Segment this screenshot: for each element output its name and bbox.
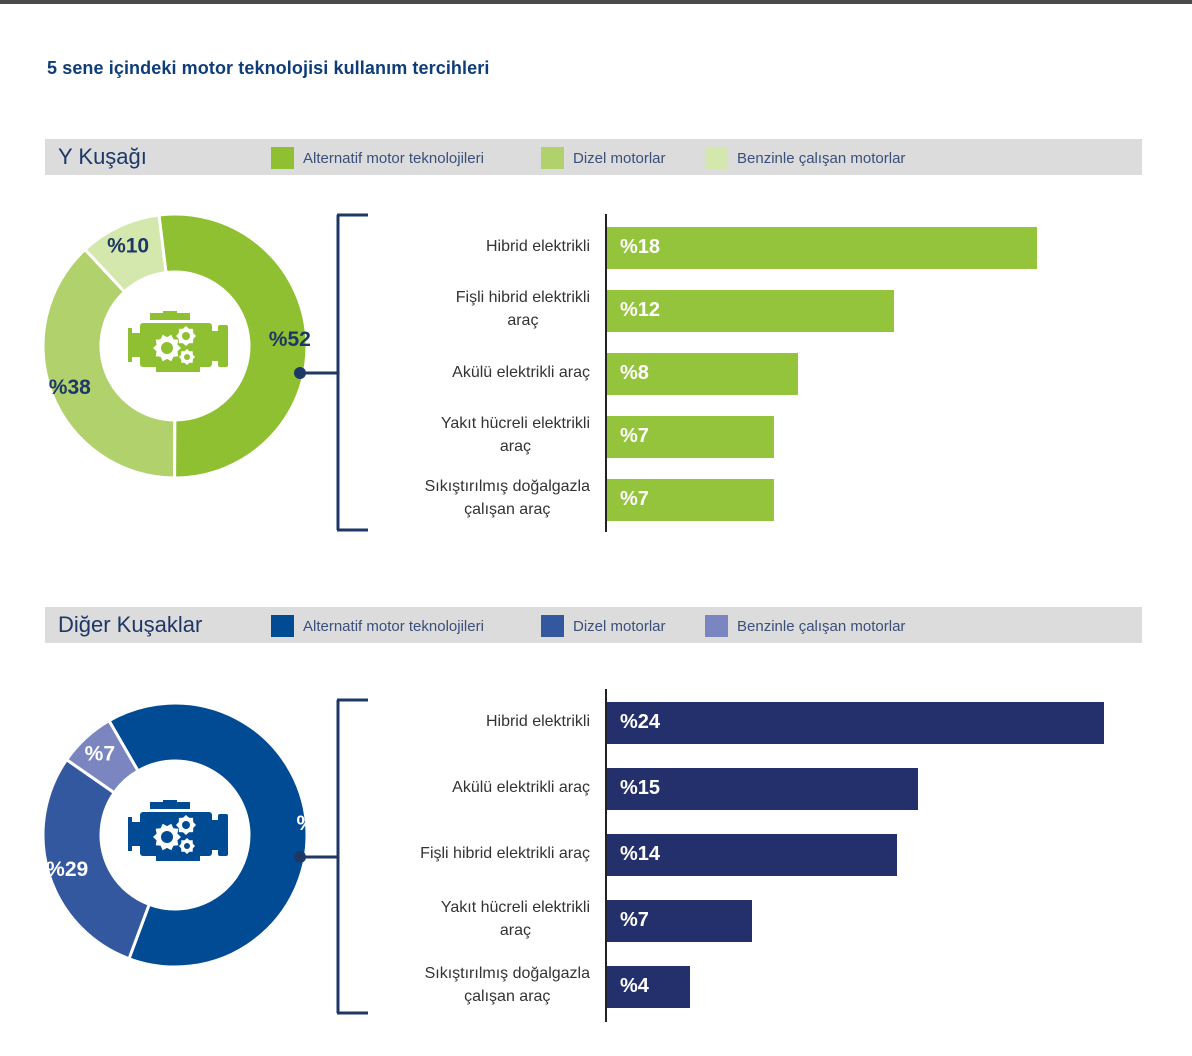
bar: %7 xyxy=(607,416,774,458)
bar-category-label: Fişli hibrid elektrikli araç xyxy=(456,286,590,332)
donut-slice-label: %64 xyxy=(296,812,338,835)
bar: %24 xyxy=(607,702,1104,744)
bar-value-label: %12 xyxy=(620,299,661,321)
legend-label: Alternatif motor teknolojileri xyxy=(303,149,484,167)
bar-category-label: Hibrid elektrikli xyxy=(486,235,590,258)
bar-category-label-line: Hibrid elektrikli xyxy=(485,712,590,730)
legend-item-benzinli: Benzinle çalışan motorlar xyxy=(705,147,905,169)
bar-category-label: Yakıt hücreli elektrikli araç xyxy=(441,412,590,458)
bracket-connector-2 xyxy=(294,698,368,1015)
bar-category-label: Yakıt hücreli elektrikli araç xyxy=(441,896,590,942)
page-title: 5 sene içindeki motor teknolojisi kullan… xyxy=(47,58,490,78)
bar-value-label: %7 xyxy=(620,425,649,447)
bar-value-label: %14 xyxy=(620,843,661,865)
legend-label: Benzinle çalışan motorlar xyxy=(737,149,906,167)
legend-label: Dizel motorlar xyxy=(573,617,666,635)
bar-axis-line xyxy=(605,689,607,1022)
donut-slice xyxy=(41,247,177,480)
bar-category-label: Sıkıştırılmış doğalgazla çalışan araç xyxy=(425,475,590,521)
bar-category-label: Akülü elektrikli araç xyxy=(452,776,590,799)
bar-category-label-line: çalışan araç xyxy=(464,988,551,1005)
donut-chart-diger-kusaklar: %64 %29 %7 xyxy=(41,701,339,969)
legend-swatch xyxy=(271,147,294,169)
bar-category-label-line: araç xyxy=(499,922,532,939)
bar-category-label-line: Fişli hibrid elektrikli xyxy=(455,289,590,306)
bar: %8 xyxy=(607,353,798,395)
bar-category-label: Hibrid elektrikli xyxy=(486,710,590,733)
donut-chart-y-kusagi: %52 %38 %10 xyxy=(41,212,311,480)
donut-slice xyxy=(41,757,152,961)
bar-category-label-line: Akülü elektrikli araç xyxy=(452,778,590,796)
legend-label: Dizel motorlar xyxy=(573,149,666,167)
legend-swatch xyxy=(271,615,294,637)
legend-label: Alternatif motor teknolojileri xyxy=(303,617,484,635)
bar-category-label-line: Akülü elektrikli araç xyxy=(452,363,590,381)
bar-value-label: %15 xyxy=(620,777,661,799)
legend-item-alternatif: Alternatif motor teknolojileri xyxy=(271,147,484,169)
bar: %4 xyxy=(607,966,690,1008)
legend-item-benzinli: Benzinle çalışan motorlar xyxy=(705,615,905,637)
top-border xyxy=(0,0,1192,4)
engine-gears-icon xyxy=(128,311,228,372)
bar-category-label: Fişli hibrid elektrikli araç xyxy=(420,842,590,865)
bar: %14 xyxy=(607,834,897,876)
bar: %7 xyxy=(607,479,774,521)
bracket-connector-1 xyxy=(294,213,368,532)
legend-swatch xyxy=(541,615,564,637)
donut-slice-label: %38 xyxy=(49,376,91,399)
donut-slice-label: %7 xyxy=(85,742,115,765)
section-title: Y Kuşağı xyxy=(58,144,147,169)
bar-value-label: %8 xyxy=(620,362,649,384)
bar-category-label-line: Sıkıştırılmış doğalgazla xyxy=(424,478,590,495)
engine-gears-icon xyxy=(128,800,228,861)
donut-slice xyxy=(82,213,168,294)
bar: %7 xyxy=(607,900,752,942)
donut-slice-label: %10 xyxy=(107,234,149,257)
bar: %12 xyxy=(607,290,894,332)
bar-category-label-line: Fişli hibrid elektrikli araç xyxy=(420,844,590,862)
bar-category-label-line: araç xyxy=(499,438,532,455)
bar-axis-line xyxy=(605,214,607,532)
bar-category-label: Akülü elektrikli araç xyxy=(452,361,590,384)
bar-category-label: Sıkıştırılmış doğalgazla çalışan araç xyxy=(425,962,590,1008)
section-title: Diğer Kuşaklar xyxy=(58,612,203,637)
bar: %18 xyxy=(607,227,1037,269)
bar-category-label-line: Hibrid elektrikli xyxy=(485,237,590,255)
bar-category-label-line: araç xyxy=(507,312,539,329)
section-header-diger-kusaklar: Diğer Kuşaklar Alternatif motor teknoloj… xyxy=(45,607,1142,643)
bar: %15 xyxy=(607,768,918,810)
legend-label: Benzinle çalışan motorlar xyxy=(737,617,906,635)
legend-swatch xyxy=(541,147,564,169)
bar-category-label-line: Sıkıştırılmış doğalgazla xyxy=(424,965,590,982)
bar-category-label-line: Yakıt hücreli elektrikli xyxy=(440,415,590,432)
donut-slice-label: %52 xyxy=(269,328,311,351)
legend-swatch xyxy=(705,615,728,637)
bar-value-label: %7 xyxy=(620,488,649,510)
bar-category-label-line: Yakıt hücreli elektrikli xyxy=(440,899,590,916)
bar-value-label: %7 xyxy=(620,909,649,931)
donut-slice xyxy=(157,212,309,480)
bar-value-label: %18 xyxy=(620,236,661,258)
donut-slice-label: %29 xyxy=(46,858,88,881)
bar-category-label-line: çalışan araç xyxy=(464,501,551,518)
bar-value-label: %4 xyxy=(620,975,649,997)
legend-item-alternatif: Alternatif motor teknolojileri xyxy=(271,615,484,637)
legend-item-dizel: Dizel motorlar xyxy=(541,147,666,169)
bar-value-label: %24 xyxy=(620,711,661,733)
donut-slice xyxy=(106,701,309,969)
legend-item-dizel: Dizel motorlar xyxy=(541,615,666,637)
section-header-y-kusagi: Y Kuşağı Alternatif motor teknolojileri … xyxy=(45,139,1142,175)
legend-swatch xyxy=(705,147,728,169)
donut-slice xyxy=(64,718,141,795)
